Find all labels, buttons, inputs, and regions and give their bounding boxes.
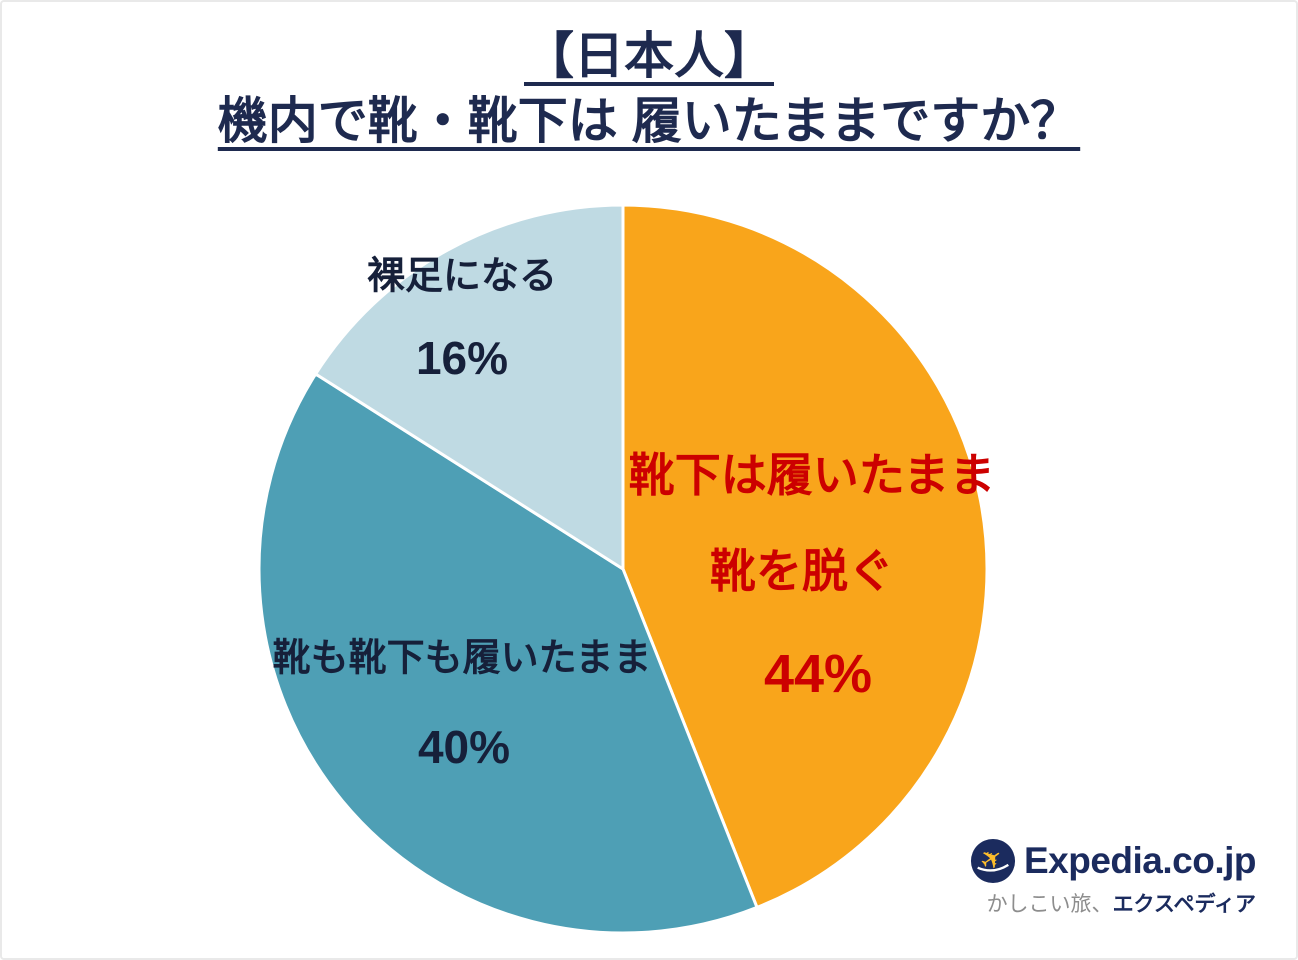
expedia-tagline: かしこい旅、エクスペディア (987, 888, 1256, 918)
tagline-bold-part: エクスペディア (1112, 893, 1256, 916)
pie-slice (314, 203, 625, 571)
pie-chart-svg (257, 203, 989, 935)
pie-slice (621, 203, 989, 909)
pie-chart (255, 201, 991, 937)
expedia-logo: ✈ Expedia.co.jp かしこい旅、エクスペディア (970, 838, 1257, 918)
slice-pct-both-on: 40% (417, 721, 511, 773)
expedia-plane-icon: ✈ (970, 838, 1016, 884)
tagline-light-part: かしこい旅、 (986, 893, 1113, 916)
pie-slice (257, 372, 759, 935)
slice-pct-barefoot: 16% (415, 332, 509, 384)
title-line1: 【日本人】 (524, 28, 774, 84)
title-line2: 機内で靴・靴下は 履いたままですか？ (217, 93, 1081, 149)
slice-label-barefoot: 裸足になる (366, 255, 558, 298)
slice-pct-socks-on: 44% (763, 644, 873, 704)
slice-label-socks-on-line1: 靴下は履いたまま (628, 449, 996, 501)
page-title: 【日本人】 機内で靴・靴下は 履いたままですか？ (2, 24, 1296, 154)
slice-label-socks-on-line2: 靴を脱ぐ (710, 545, 894, 597)
expedia-brand-text: Expedia.co.jp (1023, 840, 1257, 881)
slice-label-both-on: 靴も靴下も履いたまま (272, 637, 652, 680)
